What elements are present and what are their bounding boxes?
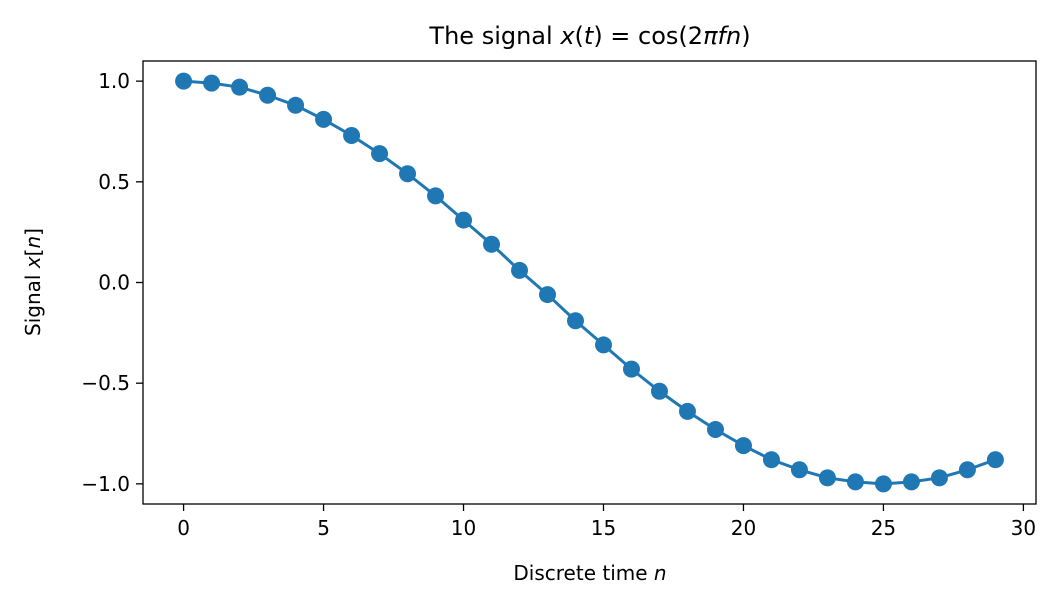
x-tick-label: 30 [1011, 516, 1036, 540]
y-tick-label: 0.5 [98, 170, 130, 194]
data-point [818, 469, 836, 487]
data-point [622, 360, 640, 378]
data-point [259, 86, 277, 104]
data-point [567, 312, 585, 330]
data-point [371, 145, 389, 163]
chart-title: The signal x(t) = cos(2πfn) [428, 22, 750, 50]
data-point [930, 469, 948, 487]
x-tick-label: 0 [177, 516, 190, 540]
data-point [874, 475, 892, 493]
data-point [343, 127, 361, 145]
data-point [483, 235, 501, 253]
data-point [427, 187, 445, 205]
data-point [175, 72, 193, 90]
data-point [958, 461, 976, 479]
data-point [231, 78, 249, 96]
data-point [511, 261, 529, 279]
x-axis-label: Discrete time n [513, 561, 666, 585]
x-axis-ticks: 0 5 10 15 20 25 30 [177, 504, 1036, 540]
series-line [183, 79, 996, 486]
data-point [986, 451, 1004, 469]
y-tick-label: 1.0 [98, 69, 130, 93]
data-point [678, 402, 696, 420]
data-point [762, 451, 780, 469]
x-tick-label: 10 [451, 516, 476, 540]
y-tick-label: 0.0 [98, 271, 130, 295]
data-point [455, 211, 473, 229]
y-axis-ticks: 1.0 0.5 0.0 −0.5 −1.0 [81, 69, 143, 496]
data-point [734, 437, 752, 455]
plot-area-frame [142, 60, 1037, 505]
x-tick-label: 20 [731, 516, 756, 540]
data-point [594, 336, 612, 354]
data-point [902, 473, 920, 491]
data-point [650, 382, 668, 400]
data-point [399, 165, 417, 183]
x-tick-label: 15 [591, 516, 616, 540]
x-tick-label: 25 [871, 516, 896, 540]
data-point [790, 461, 808, 479]
data-point [539, 286, 557, 304]
y-tick-label: −0.5 [81, 371, 130, 395]
data-point [706, 420, 724, 438]
data-point [287, 96, 305, 114]
y-axis-label: Signal x[n] [21, 228, 45, 336]
x-tick-label: 5 [317, 516, 330, 540]
data-point [315, 110, 333, 128]
y-tick-label: −1.0 [81, 472, 130, 496]
data-point [203, 74, 221, 92]
series-layer [175, 72, 1004, 493]
data-point [846, 473, 864, 491]
